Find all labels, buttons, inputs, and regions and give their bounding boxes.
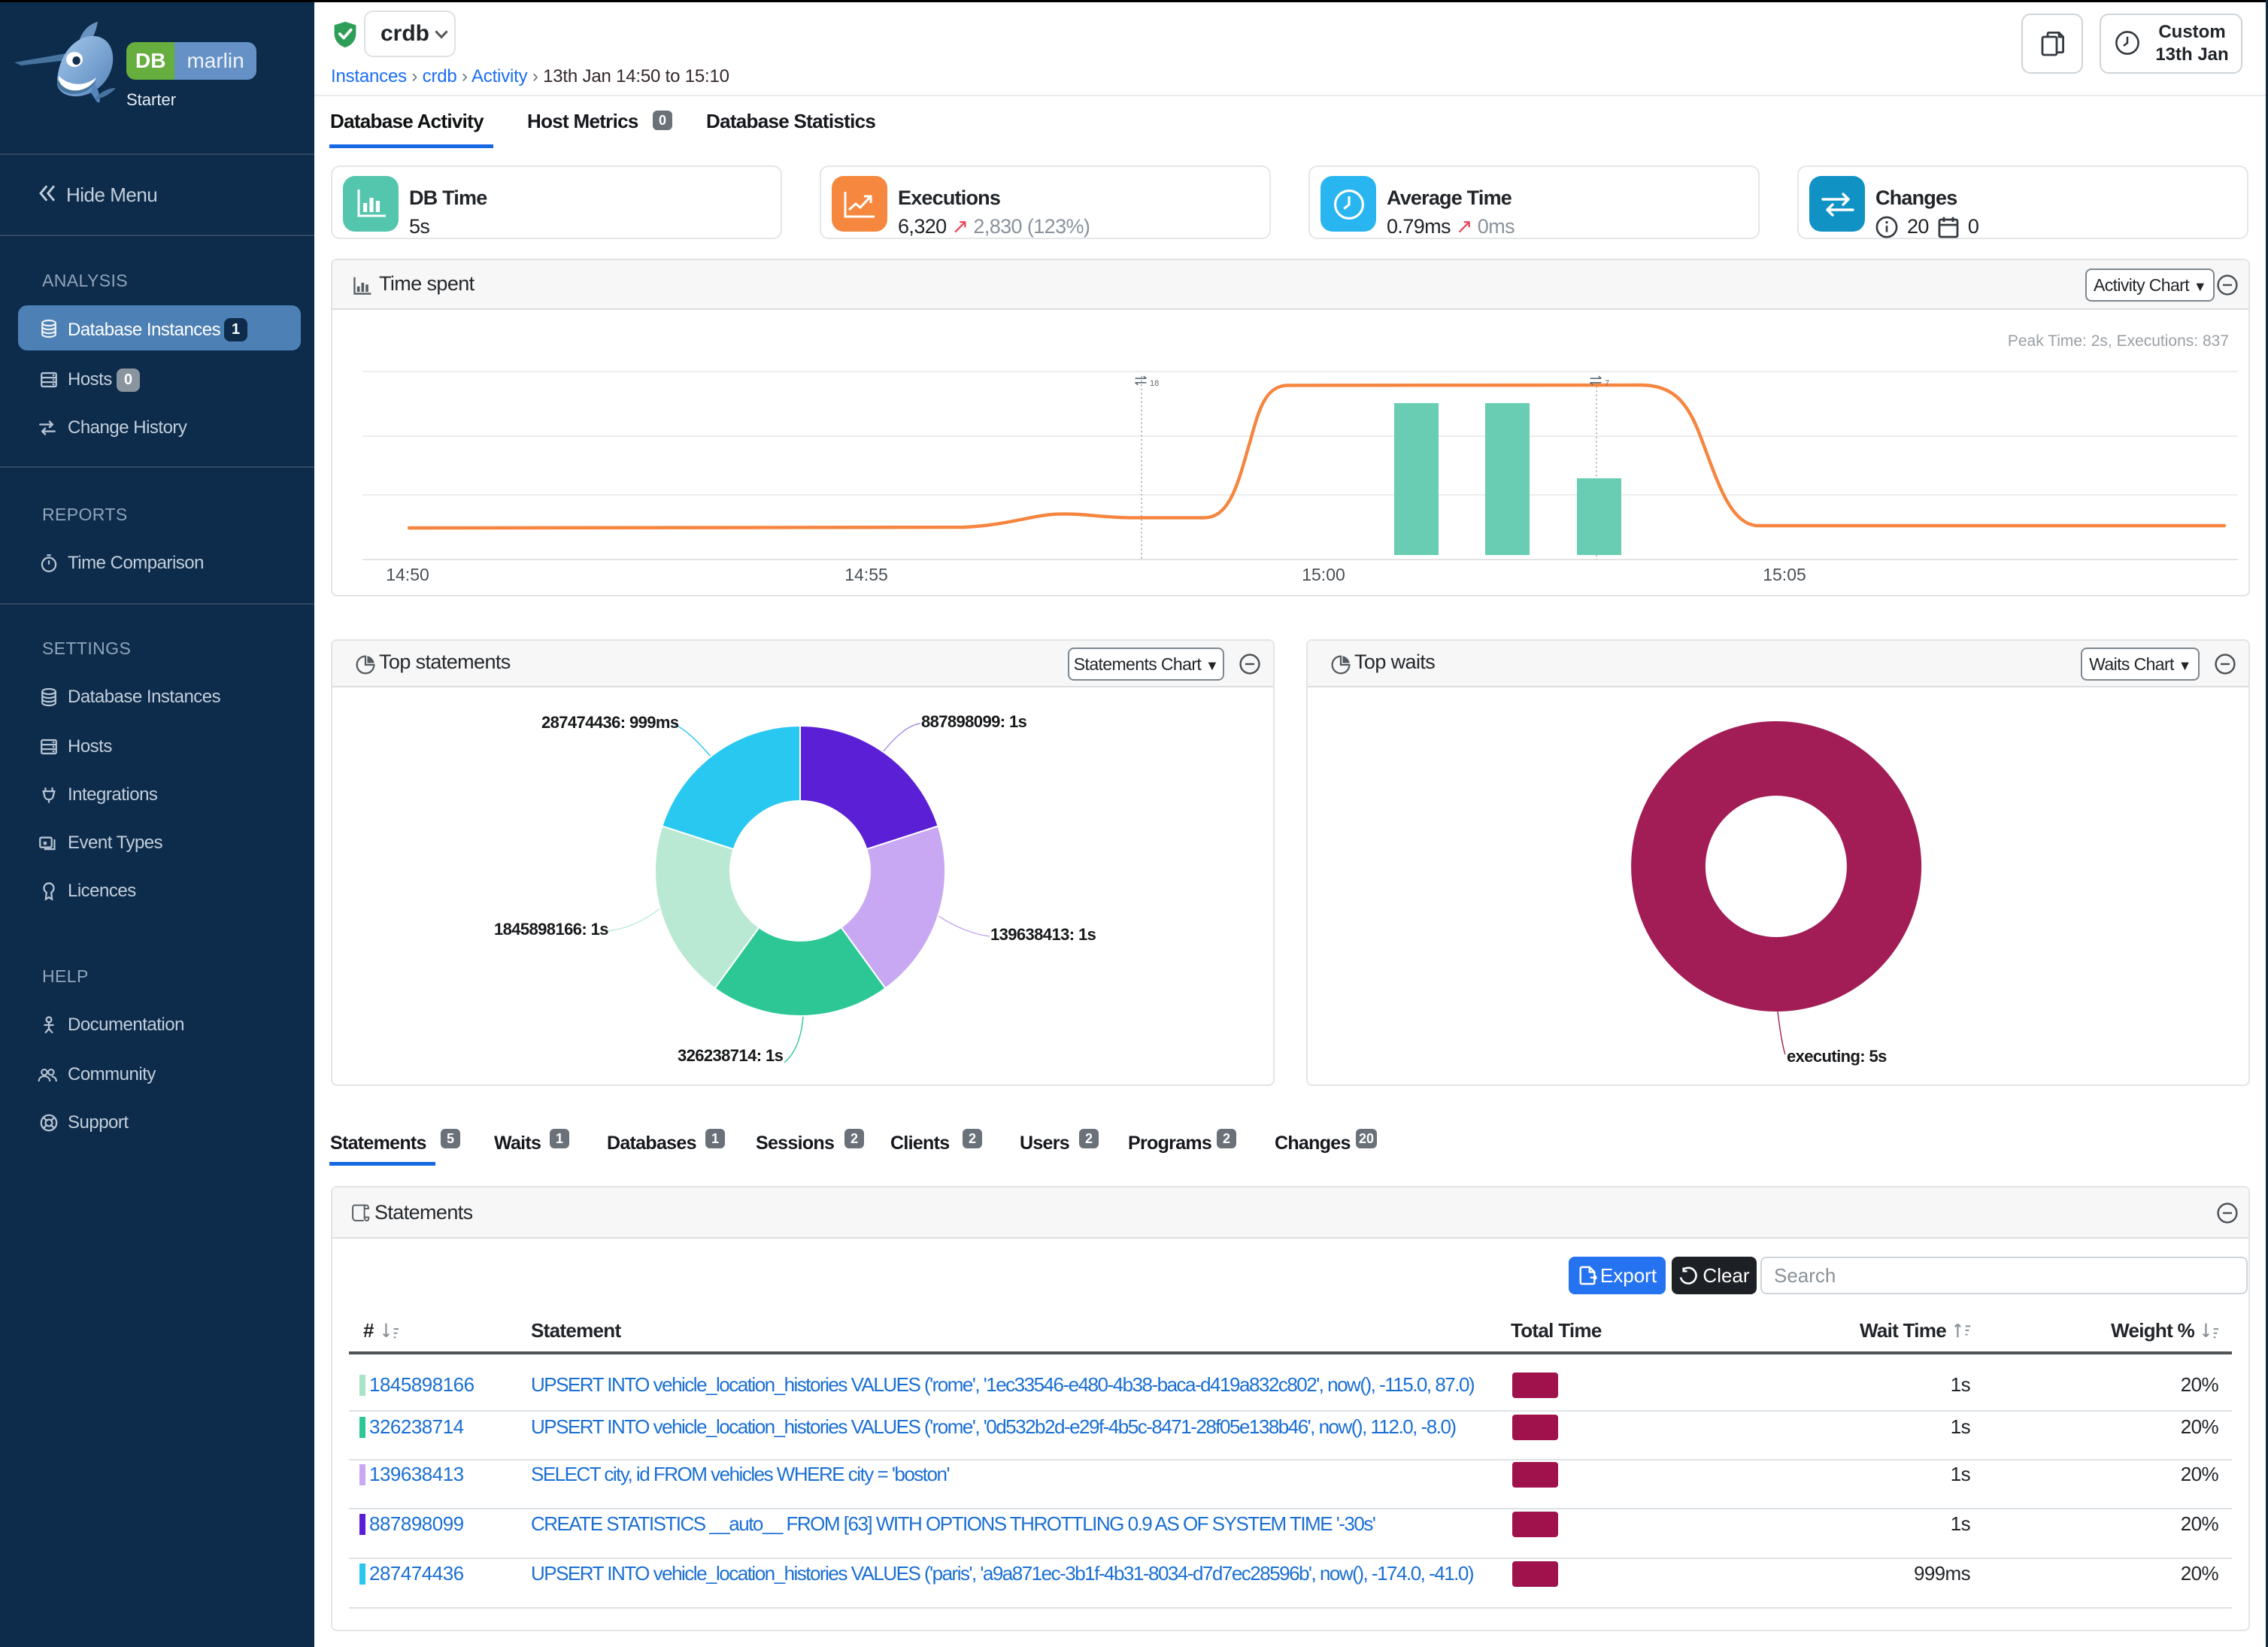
svg-text:Peak Time: 2s, Executions: 837: Peak Time: 2s, Executions: 837	[2008, 332, 2229, 350]
svg-text:18: 18	[1150, 379, 1159, 388]
svg-text:15:05: 15:05	[1763, 565, 1806, 584]
svg-text:14:55: 14:55	[844, 565, 888, 584]
svg-text:14:50: 14:50	[386, 565, 429, 584]
svg-text:15:00: 15:00	[1302, 565, 1345, 584]
svg-text:7: 7	[1605, 379, 1609, 388]
